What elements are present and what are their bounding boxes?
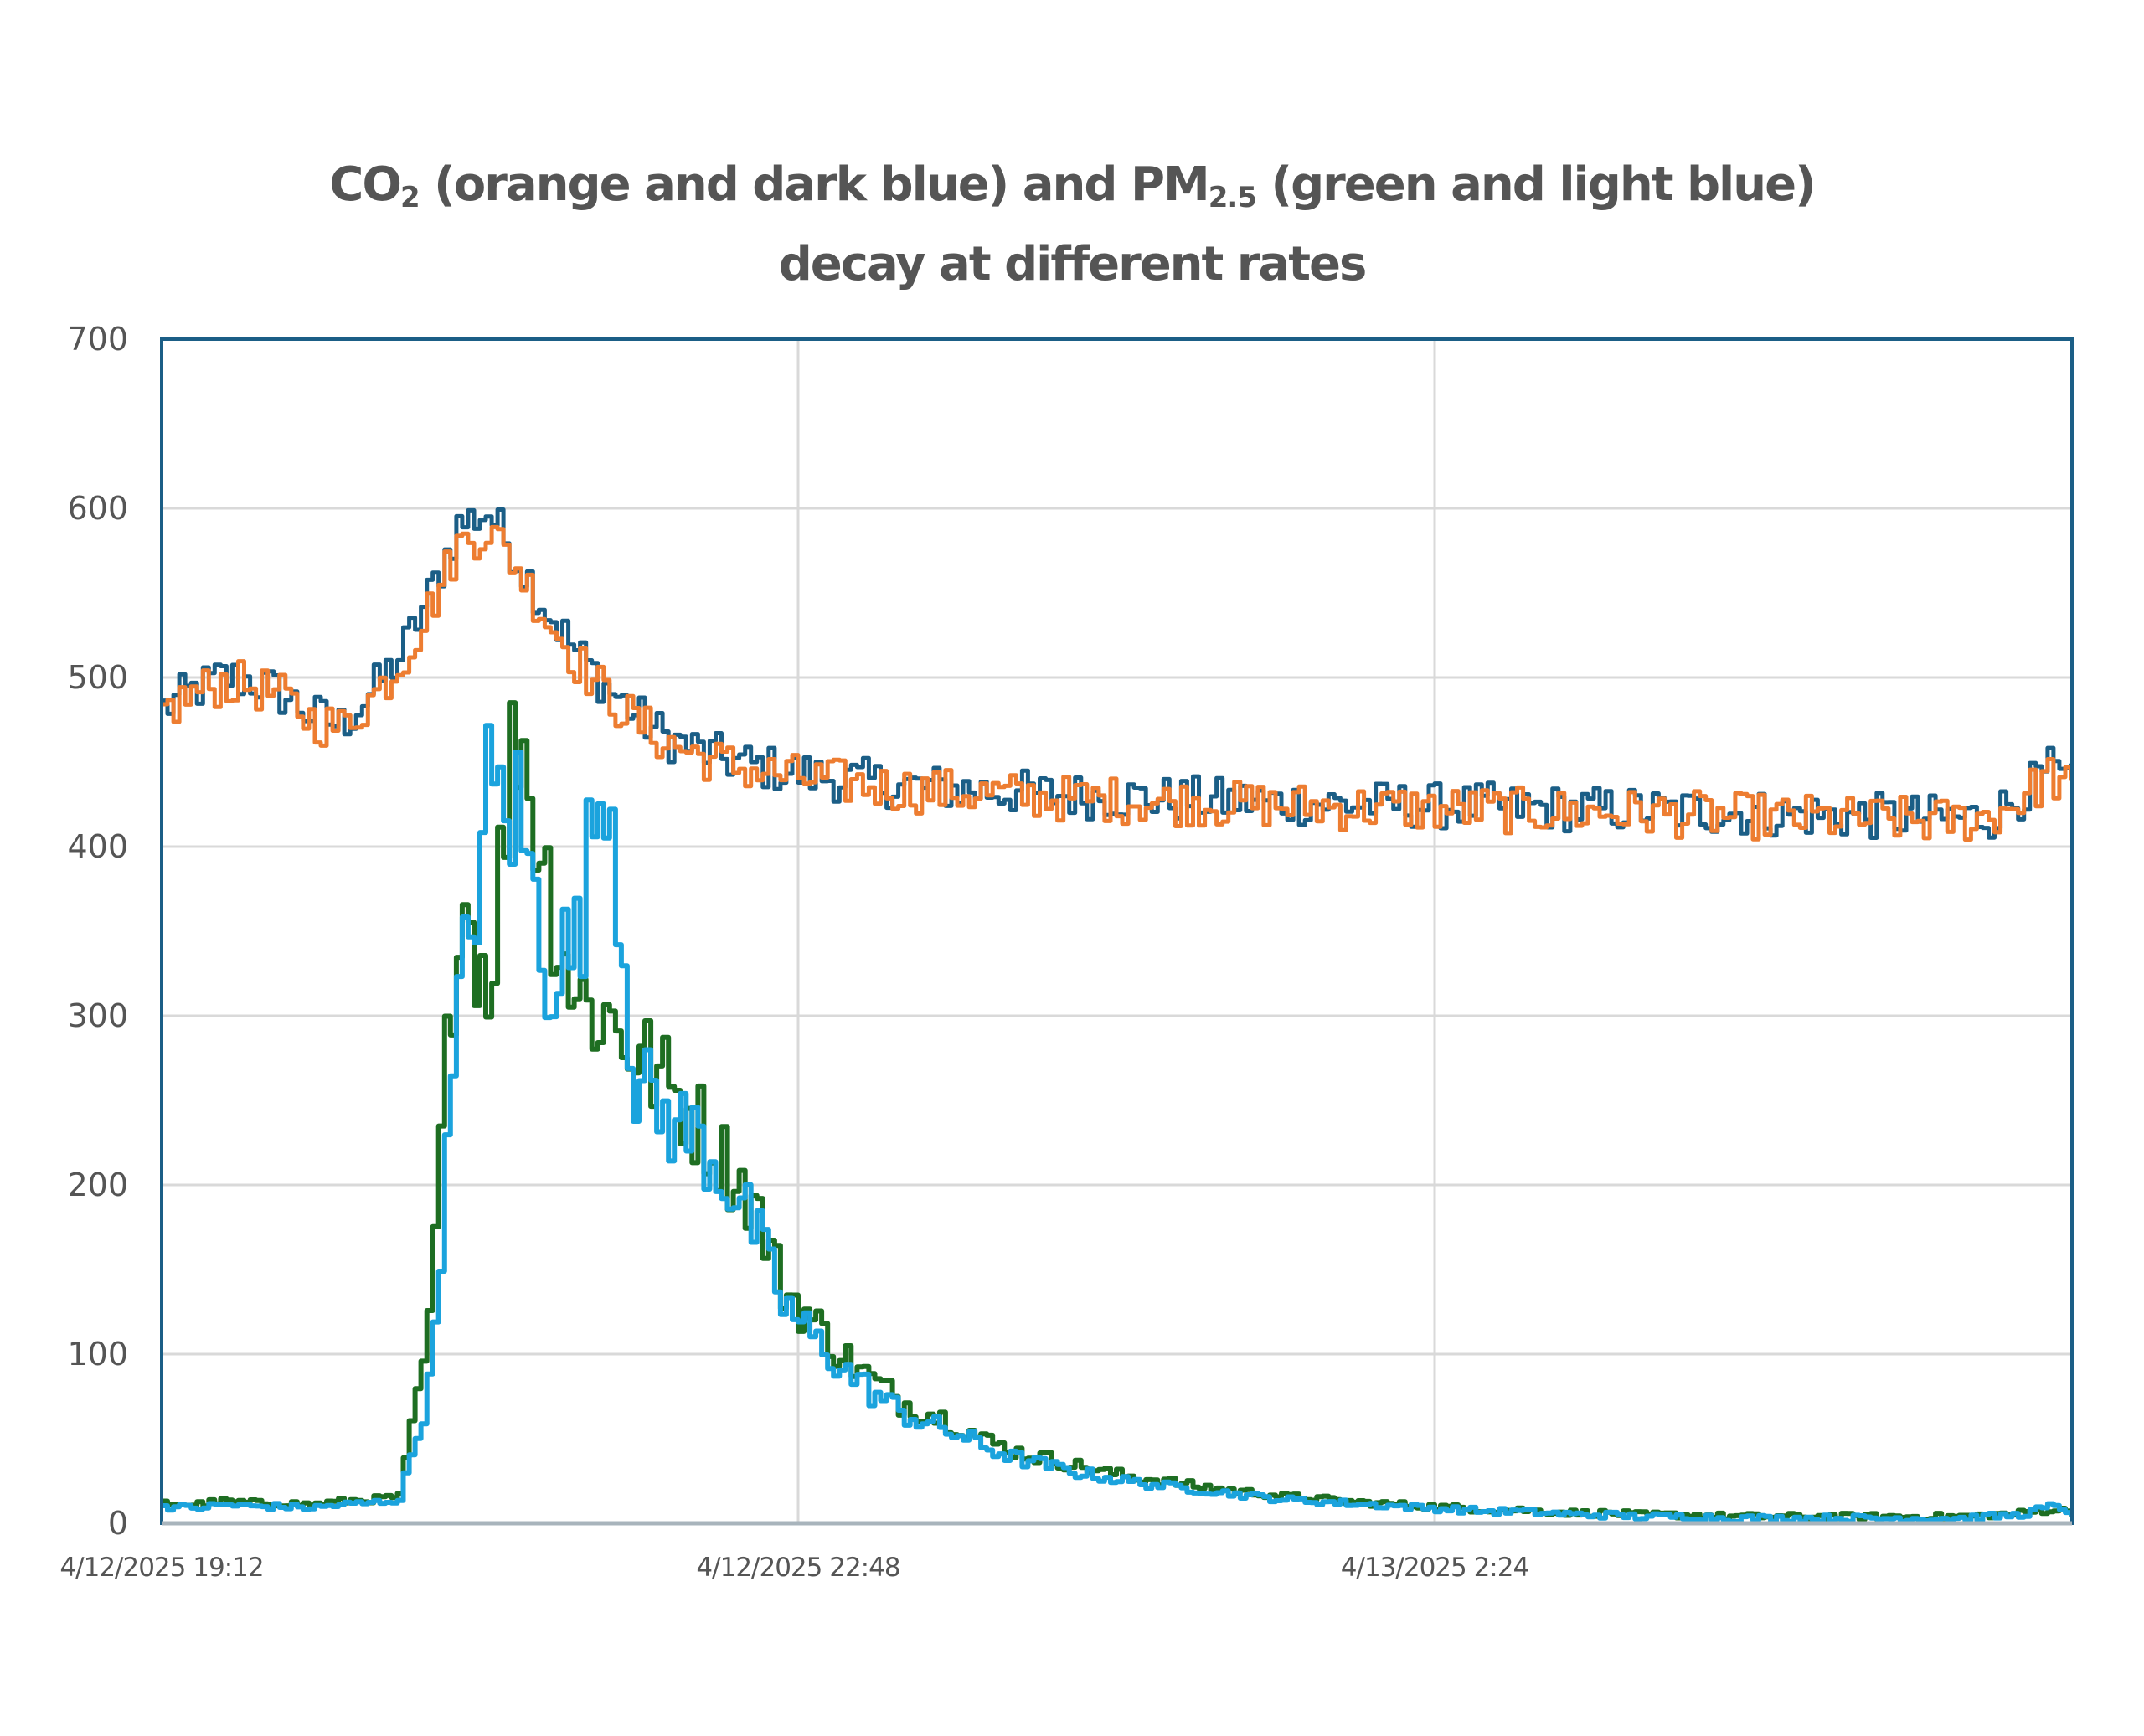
- plot-frame: [160, 337, 2074, 1525]
- title-part-a: (orange and dark blue) and PM: [419, 157, 1210, 212]
- title-co2-subscript: 2: [400, 181, 420, 214]
- x-axis-ticks: 4/12/2025 19:12 4/12/2025 22:48 4/13/2025 …: [59, 1553, 1529, 1583]
- series-line-4: [162, 723, 2072, 1523]
- y-axis-ticks: 0 100 200 300 400 500 600 700: [67, 321, 128, 1542]
- y-tick-label: 600: [67, 490, 128, 527]
- y-tick-label: 500: [67, 659, 128, 696]
- y-tick-label: 700: [67, 321, 128, 358]
- title-co2: CO: [329, 157, 402, 212]
- y-tick-label: 0: [108, 1505, 128, 1542]
- y-tick-label: 400: [67, 828, 128, 865]
- gridlines: [162, 337, 2072, 1525]
- y-tick-label: 300: [67, 997, 128, 1034]
- x-tick-label: 4/13/2025 2:24: [1341, 1553, 1528, 1583]
- x-tick-label: 4/12/2025 19:12: [59, 1553, 263, 1583]
- chart-title-line-1: CO2 (orange and dark blue) and PM2.5 (gr…: [0, 157, 2144, 214]
- title-pm-subscript: 2.5: [1208, 181, 1257, 214]
- chart-title-line-2: decay at different rates: [778, 237, 1368, 291]
- x-tick-label: 4/12/2025 22:48: [696, 1553, 899, 1583]
- y-tick-label: 100: [67, 1336, 128, 1373]
- y-tick-label: 200: [67, 1167, 128, 1203]
- series-line-2: [162, 524, 2072, 842]
- title-part-b: (green and light blue): [1256, 157, 1816, 212]
- series-lines: [162, 507, 2072, 1523]
